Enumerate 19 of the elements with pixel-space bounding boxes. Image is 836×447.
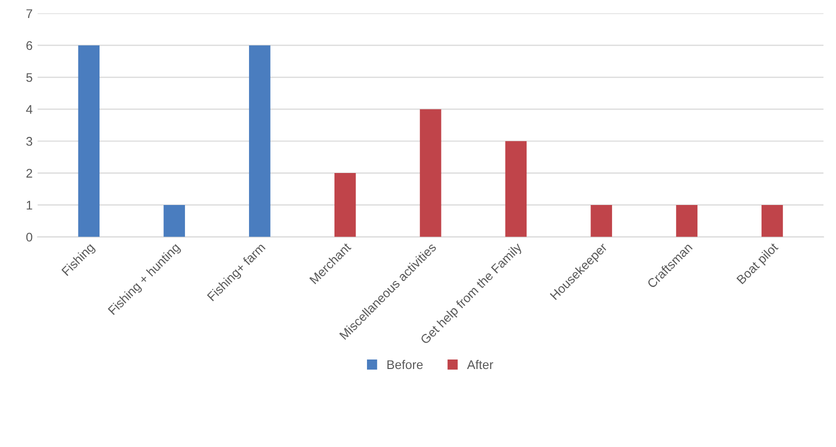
y-tick-label: 3 xyxy=(26,136,32,146)
bar xyxy=(762,204,783,237)
y-tick-label: 4 xyxy=(26,105,32,114)
y-tick-label: 1 xyxy=(26,200,32,210)
y-tick-label: 0 xyxy=(26,232,32,242)
legend-label: After xyxy=(467,360,494,370)
bar xyxy=(505,141,527,237)
bar xyxy=(334,173,356,237)
bar xyxy=(78,45,100,237)
legend-label: Before xyxy=(387,360,423,370)
bar xyxy=(164,204,185,237)
bar xyxy=(676,204,698,237)
y-tick-label: 2 xyxy=(26,168,32,178)
bar xyxy=(249,45,270,237)
y-tick-label: 5 xyxy=(26,73,32,82)
y-tick-label: 7 xyxy=(26,9,32,18)
bar xyxy=(590,204,612,237)
bar xyxy=(420,109,442,237)
y-tick-label: 6 xyxy=(26,41,32,50)
